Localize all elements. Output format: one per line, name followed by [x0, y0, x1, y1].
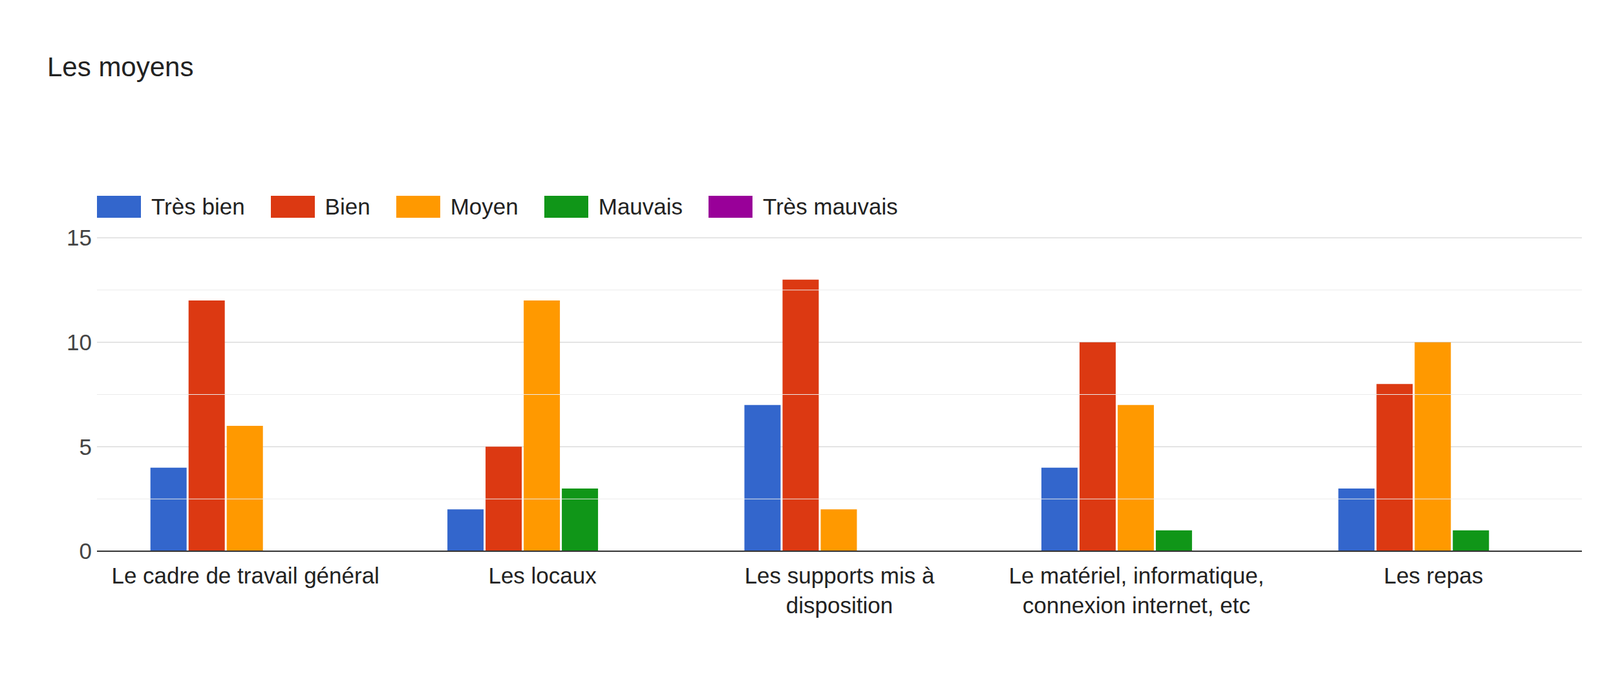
html-text:Très mauvais: Très mauvais	[762, 193, 898, 220]
svg-text:Le matériel, informatique,conn: Le matériel, informatique,connexion inte…	[1008, 563, 1264, 619]
html-text:Les moyens: Les moyens	[47, 51, 194, 83]
html-text:Mauvais: Mauvais	[598, 193, 683, 220]
svg-text:Les locaux: Les locaux	[488, 563, 597, 589]
html-text:Très bien: Très bien	[151, 193, 245, 220]
svg-text:0: 0	[79, 538, 92, 564]
svg-text:Le cadre de travail général: Le cadre de travail général	[111, 563, 379, 589]
svg-text:Les supports mis àdisposition: Les supports mis àdisposition	[744, 563, 935, 619]
svg-text:10: 10	[66, 329, 92, 355]
svg-text:15: 15	[66, 224, 92, 251]
svg-text:5: 5	[79, 434, 92, 460]
html-text:Moyen: Moyen	[450, 193, 519, 220]
svg-text:Les repas: Les repas	[1383, 563, 1483, 589]
html-text:Bien: Bien	[324, 193, 371, 220]
